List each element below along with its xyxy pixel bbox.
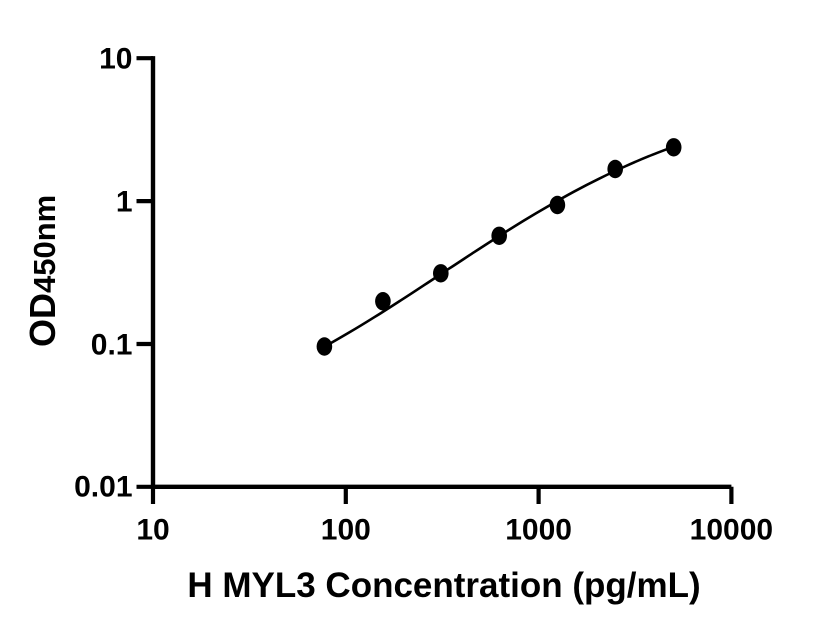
svg-text:1: 1 <box>116 186 133 219</box>
svg-text:0.1: 0.1 <box>91 329 133 362</box>
svg-text:0.01: 0.01 <box>74 471 132 504</box>
svg-text:10: 10 <box>136 514 169 547</box>
svg-text:10000: 10000 <box>690 514 773 547</box>
svg-text:H MYL3 Concentration (pg/mL): H MYL3 Concentration (pg/mL) <box>187 566 700 605</box>
svg-text:100: 100 <box>321 514 371 547</box>
svg-text:OD450nm: OD450nm <box>22 195 63 347</box>
svg-text:1000: 1000 <box>505 514 572 547</box>
svg-text:10: 10 <box>99 43 132 76</box>
